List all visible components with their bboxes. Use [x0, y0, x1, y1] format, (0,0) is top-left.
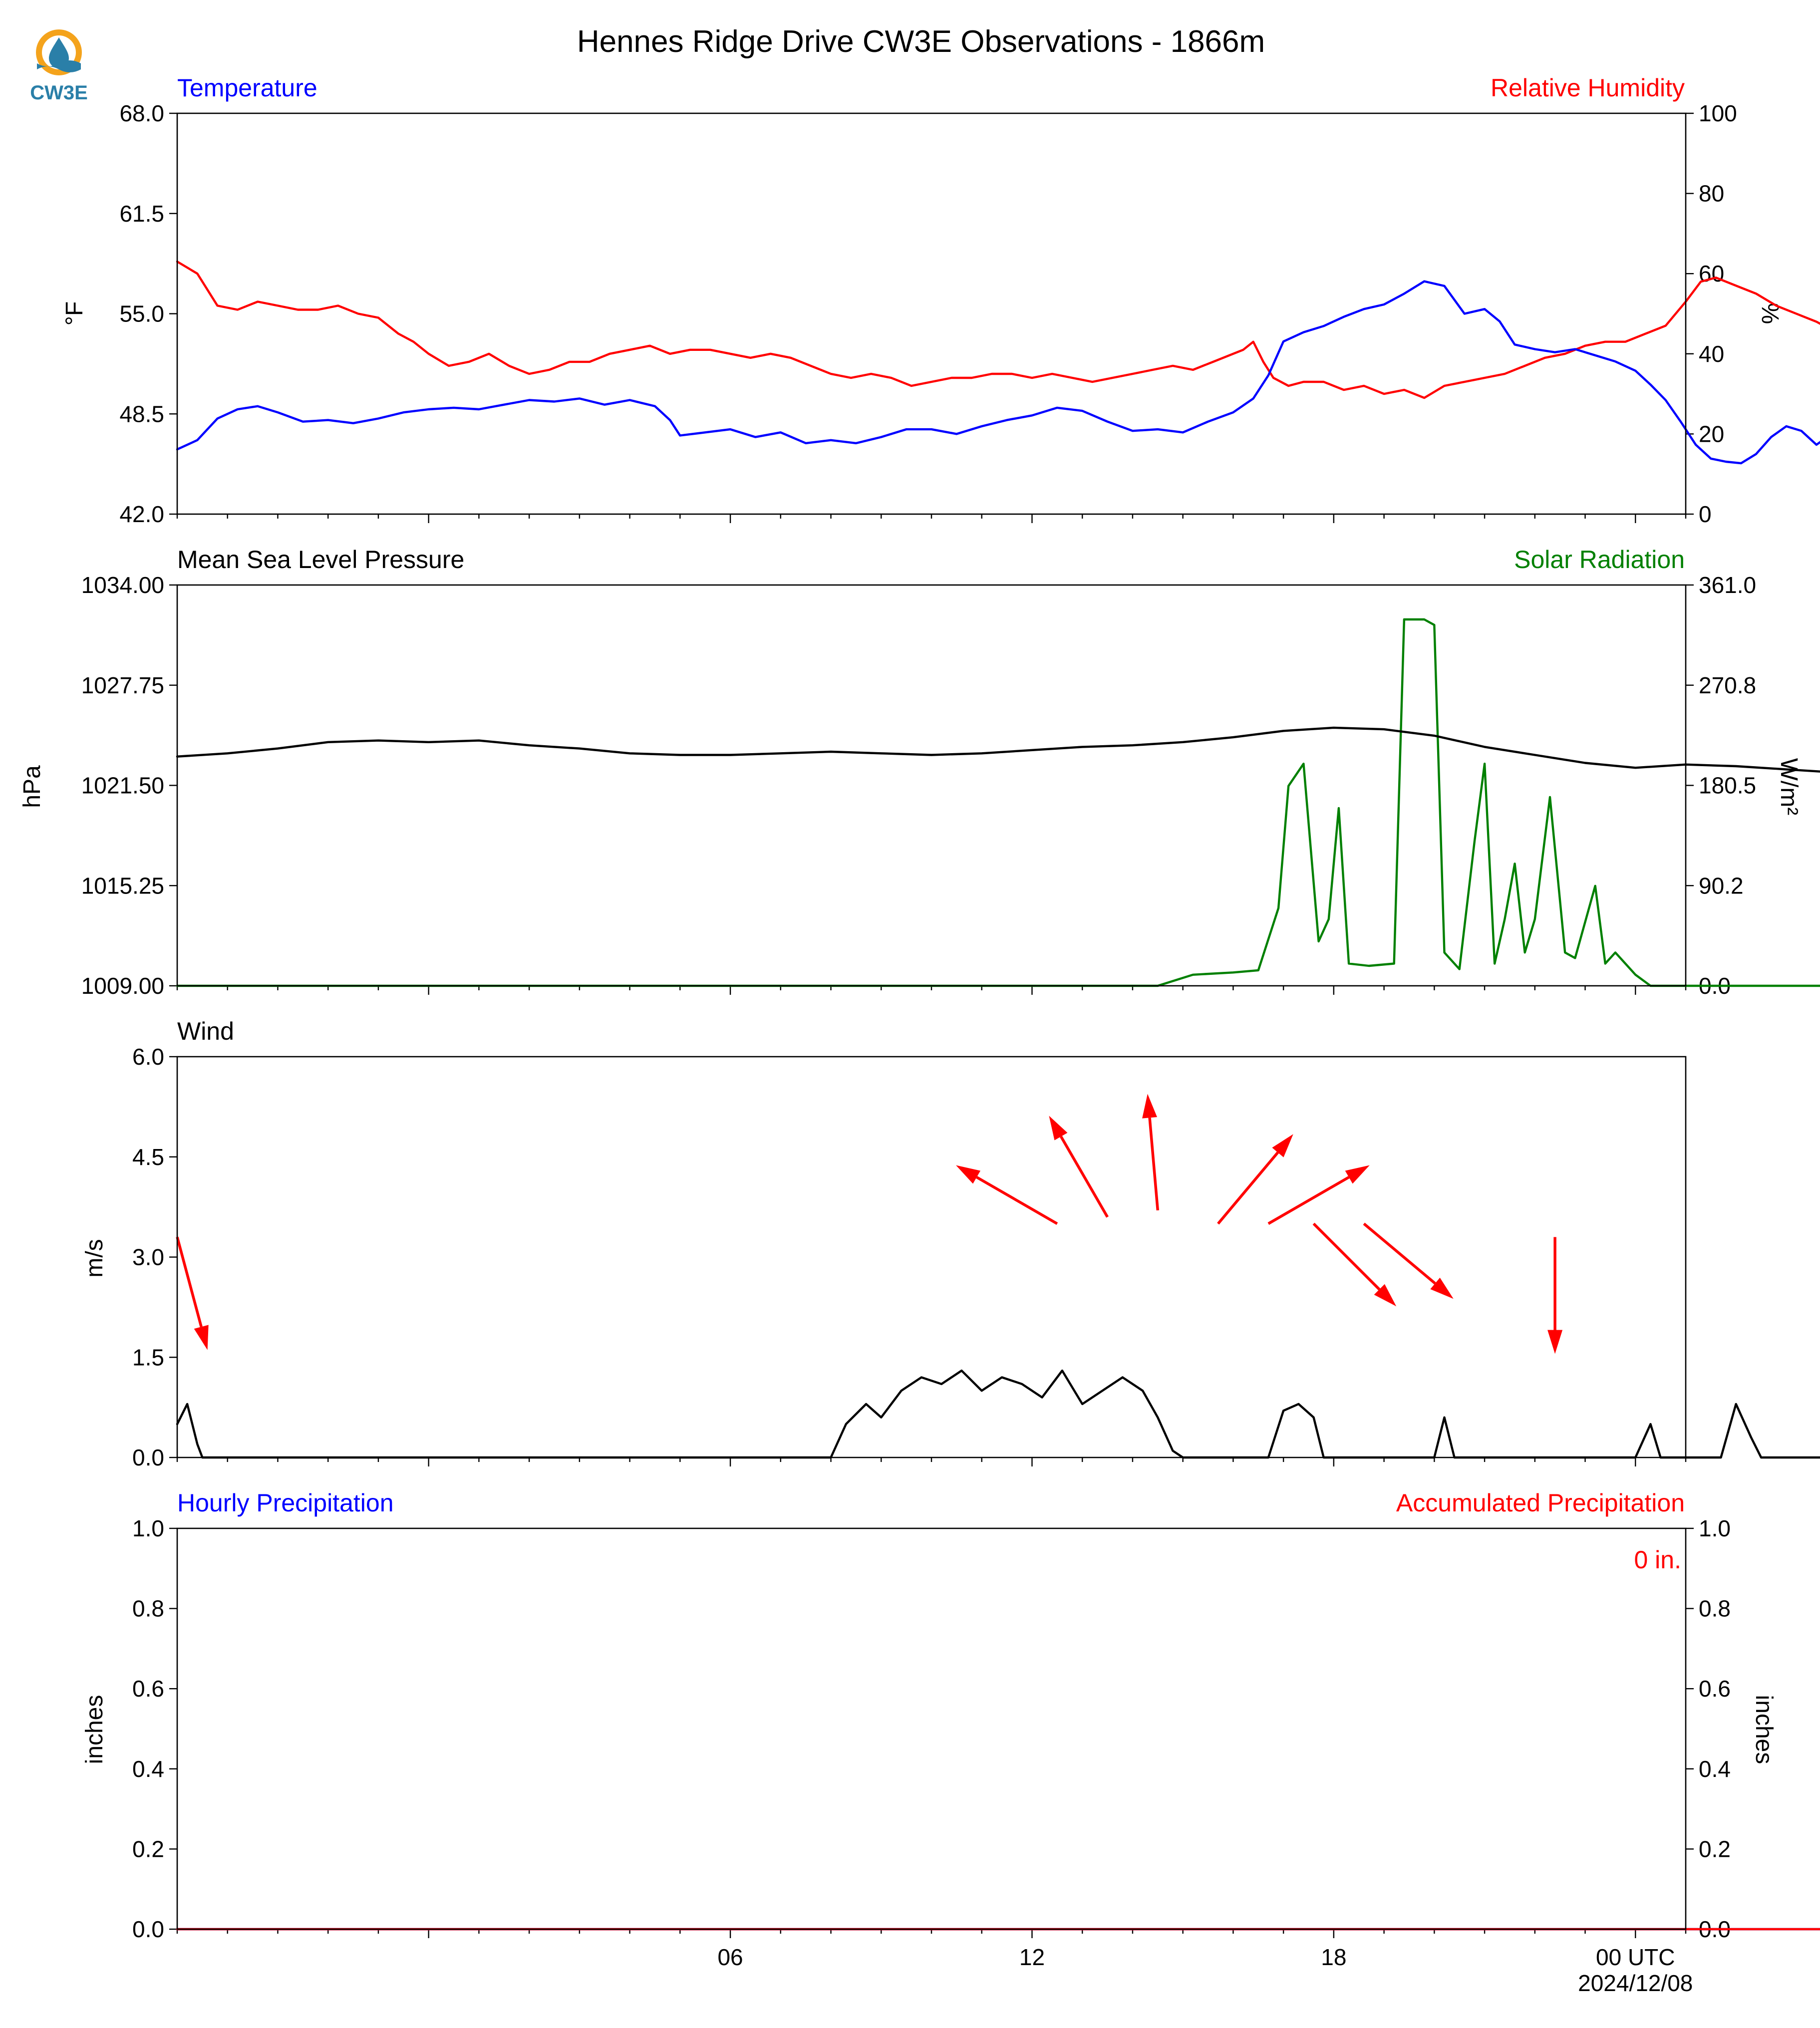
hourly-precip-y-tick-label: 0.8 [132, 1596, 164, 1622]
wind-arrow-shaft [1148, 1118, 1160, 1211]
logo-wave-icon [37, 60, 81, 72]
accum-precip-y-tick-label: 0.6 [1699, 1676, 1731, 1702]
wind-arrow-head [1345, 1165, 1370, 1184]
temperature-line [176, 280, 1820, 465]
logo-text: CW3E [30, 82, 88, 104]
solar-panel-label: Solar Radiation [1514, 546, 1685, 574]
wind-arrow-head [194, 1325, 209, 1350]
temperature-y-tick-label: 68.0 [119, 100, 164, 126]
wind-arrow-shaft [1267, 1176, 1350, 1225]
pressure-axis-label: hPa [19, 765, 45, 808]
humidity-y-tick-label: 80 [1699, 181, 1724, 207]
hourly-precip-y-ticks: 0.0 0.2 0.4 0.6 0.8 1.0 [132, 1515, 177, 1942]
humidity-y-tick-label: 60 [1699, 261, 1724, 287]
pressure-line [176, 726, 1820, 773]
solar-radiation-line [176, 618, 1820, 987]
wind-y-tick-label: 6.0 [132, 1044, 164, 1070]
pressure-y-tick-label: 1034.00 [81, 572, 164, 598]
accum-precip-axis-label: inches [1751, 1695, 1777, 1764]
temperature-y-tick-label: 42.0 [119, 501, 164, 527]
wind-y-tick-label: 1.5 [132, 1344, 164, 1370]
pressure-y-tick-label: 1009.00 [81, 973, 164, 999]
panel1-x-ticks [176, 514, 1687, 523]
temperature-y-ticks: 42.0 48.5 55.0 61.5 68.0 [119, 100, 177, 527]
solar-y-tick-label: 270.8 [1699, 672, 1756, 698]
temperature-panel-label: Temperature [177, 74, 317, 102]
wind-arrow-shaft [1060, 1136, 1109, 1218]
accum-precip-y-tick-label: 1.0 [1699, 1515, 1731, 1541]
wind-arrow-shaft [176, 1236, 203, 1327]
wind-direction-arrows [176, 1094, 1563, 1354]
accum-precip-y-tick-label: 0.4 [1699, 1756, 1731, 1782]
wind-arrow-head [1272, 1134, 1293, 1158]
wind-arrow-head [1049, 1116, 1068, 1141]
hourly-precip-panel-label: Hourly Precipitation [177, 1489, 394, 1517]
precip-panel-frame [176, 1527, 1687, 1930]
accum-precip-panel-label: Accumulated Precipitation [1396, 1489, 1685, 1517]
temperature-y-tick-label: 48.5 [119, 401, 164, 427]
solar-y-tick-label: 180.5 [1699, 773, 1756, 799]
temperature-y-tick-label: 61.5 [119, 201, 164, 227]
humidity-y-tick-label: 20 [1699, 421, 1724, 447]
pressure-panel-frame [176, 584, 1687, 987]
temperature-axis-label: °F [61, 301, 88, 326]
hourly-precip-y-tick-label: 0.4 [132, 1756, 164, 1782]
pressure-y-tick-label: 1027.75 [81, 672, 164, 698]
hourly-precip-y-tick-label: 0.2 [132, 1836, 164, 1862]
wind-arrow-head [956, 1165, 981, 1184]
x-tick-label: 18 [1321, 1944, 1346, 1970]
accum-precip-y-ticks: 0.00.20.40.60.81.0 [1686, 1515, 1731, 1942]
humidity-y-ticks: 0 20 40 60 80 100 [1686, 100, 1737, 527]
wind-y-ticks: 0.0 1.5 3.0 4.5 6.0 [132, 1044, 177, 1470]
pressure-y-tick-label: 1021.50 [81, 773, 164, 799]
wind-arrow-head [1142, 1094, 1158, 1119]
accum-precip-y-tick-label: 0.2 [1699, 1836, 1731, 1862]
logo-drop-icon [49, 37, 69, 68]
wind-y-tick-label: 4.5 [132, 1144, 164, 1170]
accum-precip-total: 0 in. [1634, 1546, 1681, 1574]
temperature-panel-frame [176, 112, 1687, 515]
wind-axis-label: m/s [81, 1239, 108, 1277]
hourly-precip-y-tick-label: 0.6 [132, 1676, 164, 1702]
wind-panel-frame [176, 1056, 1687, 1458]
solar-axis-label: W/m² [1776, 758, 1802, 816]
wind-arrow-shaft [976, 1176, 1058, 1225]
pressure-y-tick-label: 1015.25 [81, 872, 164, 898]
accum-precip-y-tick-label: 0.8 [1699, 1596, 1731, 1622]
humidity-panel-label: Relative Humidity [1491, 74, 1685, 102]
chart-title: Hennes Ridge Drive CW3E Observations - 1… [577, 24, 1265, 59]
wind-y-tick-label: 3.0 [132, 1244, 164, 1270]
wind-arrow-head [1430, 1277, 1454, 1299]
wind-y-tick-label: 0.0 [132, 1445, 164, 1470]
x-tick-label: 12 [1019, 1944, 1045, 1970]
hourly-precip-axis-label: inches [81, 1695, 108, 1764]
wind-arrow-shaft [1312, 1222, 1381, 1291]
humidity-y-tick-label: 100 [1699, 100, 1737, 126]
wind-arrow-head [1547, 1330, 1563, 1354]
x-tick-label: 06 [717, 1944, 743, 1970]
x-date-label: 2024/12/08 [1578, 1970, 1693, 1996]
temperature-y-tick-label: 55.0 [119, 301, 164, 327]
pressure-y-ticks: 1009.00 1015.25 1021.50 1027.75 1034.00 [81, 572, 177, 999]
solar-y-tick-label: 90.2 [1699, 872, 1744, 898]
solar-y-tick-label: 361.0 [1699, 572, 1756, 598]
wind-arrow-shaft [1217, 1152, 1279, 1225]
wind-panel-label: Wind [177, 1017, 234, 1045]
hourly-precip-y-tick-label: 0.0 [132, 1916, 164, 1942]
wind-arrow-head [1374, 1284, 1397, 1307]
cw3e-water-drop-logo: CW3E [30, 29, 88, 104]
humidity-y-tick-label: 40 [1699, 341, 1724, 367]
hourly-precip-y-tick-label: 1.0 [132, 1515, 164, 1541]
wind-arrow-shaft [1363, 1222, 1436, 1285]
pressure-panel-label: Mean Sea Level Pressure [177, 546, 464, 574]
x-tick-label: 00 UTC [1596, 1944, 1675, 1970]
humidity-y-tick-label: 0 [1699, 501, 1712, 527]
